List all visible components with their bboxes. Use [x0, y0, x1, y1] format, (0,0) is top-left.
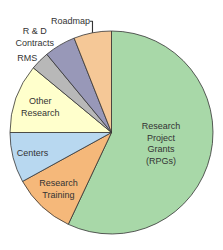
svg-text:Roadmap: Roadmap — [51, 16, 90, 26]
svg-text:OtherResearch: OtherResearch — [21, 96, 60, 118]
svg-text:R & DContracts: R & DContracts — [15, 26, 54, 48]
svg-text:RMS: RMS — [17, 53, 37, 63]
svg-text:ResearchProjectGrants(RPGs): ResearchProjectGrants(RPGs) — [142, 121, 181, 166]
svg-text:ResearchTraining: ResearchTraining — [39, 178, 78, 200]
svg-text:Centers: Centers — [17, 148, 49, 158]
